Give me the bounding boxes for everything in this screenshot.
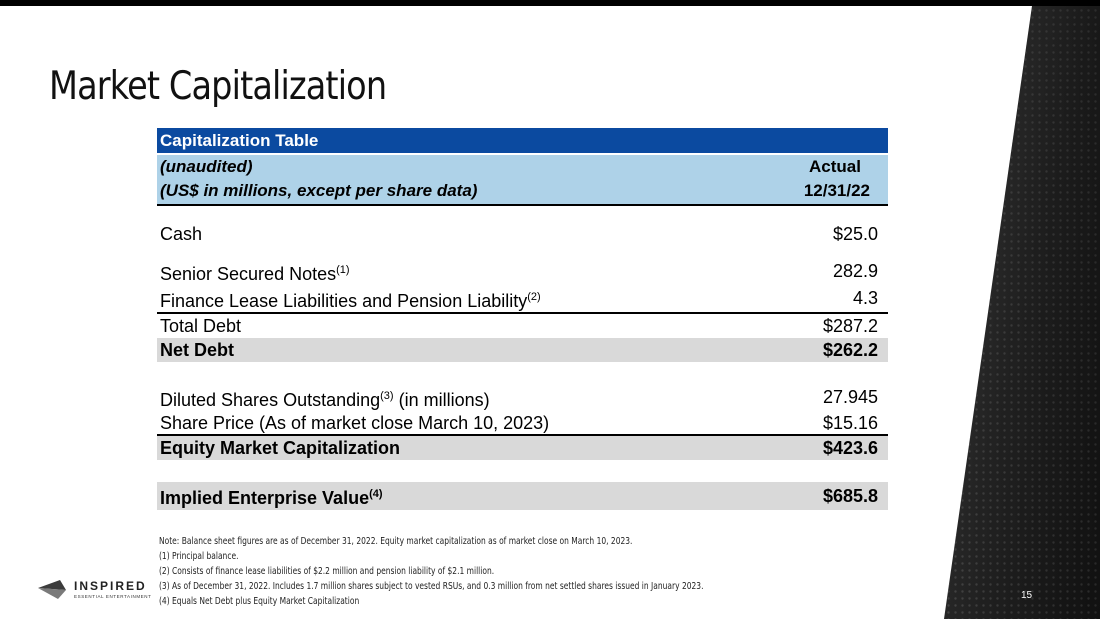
table-row-diluted-shares: Diluted Shares Outstanding(3) (in millio… <box>157 387 888 412</box>
row-label: Cash <box>160 224 203 244</box>
table-row-total-debt: Total Debt $287.2 <box>157 314 888 338</box>
footnote: (3) As of December 31, 2022. Includes 1.… <box>159 581 704 592</box>
table-subheader: (unaudited) (US$ in millions, except per… <box>157 155 888 206</box>
table-row-equity-market-cap: Equity Market Capitalization $423.6 <box>157 436 888 460</box>
table-row-cash: Cash $25.0 <box>157 222 888 246</box>
row-value: $25.0 <box>832 224 878 244</box>
table-row-net-debt: Net Debt $262.2 <box>157 338 888 362</box>
row-value: $15.16 <box>822 413 878 433</box>
unaudited-label: (unaudited) <box>160 157 253 176</box>
footnote: (2) Consists of finance lease liabilitie… <box>159 566 495 577</box>
row-value: $287.2 <box>822 316 878 336</box>
row-label: Implied Enterprise Value(4) <box>160 488 383 508</box>
row-value: $423.6 <box>822 438 878 458</box>
table-row-share-price: Share Price (As of market close March 10… <box>157 411 888 435</box>
column-label-date: 12/31/22 <box>803 181 870 200</box>
footnote-ref: (3) <box>380 390 394 402</box>
capitalization-table: Capitalization Table (unaudited) (US$ in… <box>157 128 888 510</box>
row-value: $685.8 <box>822 486 878 506</box>
column-label-actual: Actual <box>809 157 861 176</box>
company-logo: INSPIRED ESSENTIAL ENTERTAINMENT <box>38 578 168 602</box>
footnote-ref: (2) <box>527 291 541 303</box>
footnote: (4) Equals Net Debt plus Equity Market C… <box>159 596 360 607</box>
row-label: Diluted Shares Outstanding(3) (in millio… <box>160 390 490 410</box>
row-label: Equity Market Capitalization <box>160 438 401 458</box>
row-value: 4.3 <box>852 288 878 308</box>
page-number: 15 <box>1021 590 1033 601</box>
logo-name: INSPIRED <box>74 579 147 593</box>
units-label: (US$ in millions, except per share data) <box>160 181 478 200</box>
footnote: (1) Principal balance. <box>159 551 239 562</box>
footnote-ref: (4) <box>369 488 383 500</box>
row-label: Share Price (As of market close March 10… <box>160 413 550 433</box>
row-value: 282.9 <box>832 261 878 281</box>
row-value: $262.2 <box>822 340 878 360</box>
footnote: Note: Balance sheet figures are as of De… <box>159 536 633 547</box>
row-label: Total Debt <box>160 316 242 336</box>
logo-mark-icon <box>38 580 66 599</box>
table-row-implied-enterprise-value: Implied Enterprise Value(4) $685.8 <box>157 482 888 510</box>
top-bar <box>0 0 1100 6</box>
footnote-ref: (1) <box>336 264 350 276</box>
slide-title: Market Capitalization <box>49 64 387 109</box>
table-row-senior-secured-notes: Senior Secured Notes(1) 282.9 <box>157 261 888 286</box>
table-row-finance-lease: Finance Lease Liabilities and Pension Li… <box>157 288 888 313</box>
divider <box>157 434 888 436</box>
divider <box>157 312 888 314</box>
table-header-title: Capitalization Table <box>157 128 888 155</box>
row-label: Senior Secured Notes(1) <box>160 264 350 284</box>
row-label: Net Debt <box>160 340 235 360</box>
footnotes: Note: Balance sheet figures are as of De… <box>159 534 703 609</box>
row-label: Finance Lease Liabilities and Pension Li… <box>160 291 541 311</box>
row-value: 27.945 <box>822 387 878 407</box>
logo-tagline: ESSENTIAL ENTERTAINMENT <box>74 594 152 599</box>
